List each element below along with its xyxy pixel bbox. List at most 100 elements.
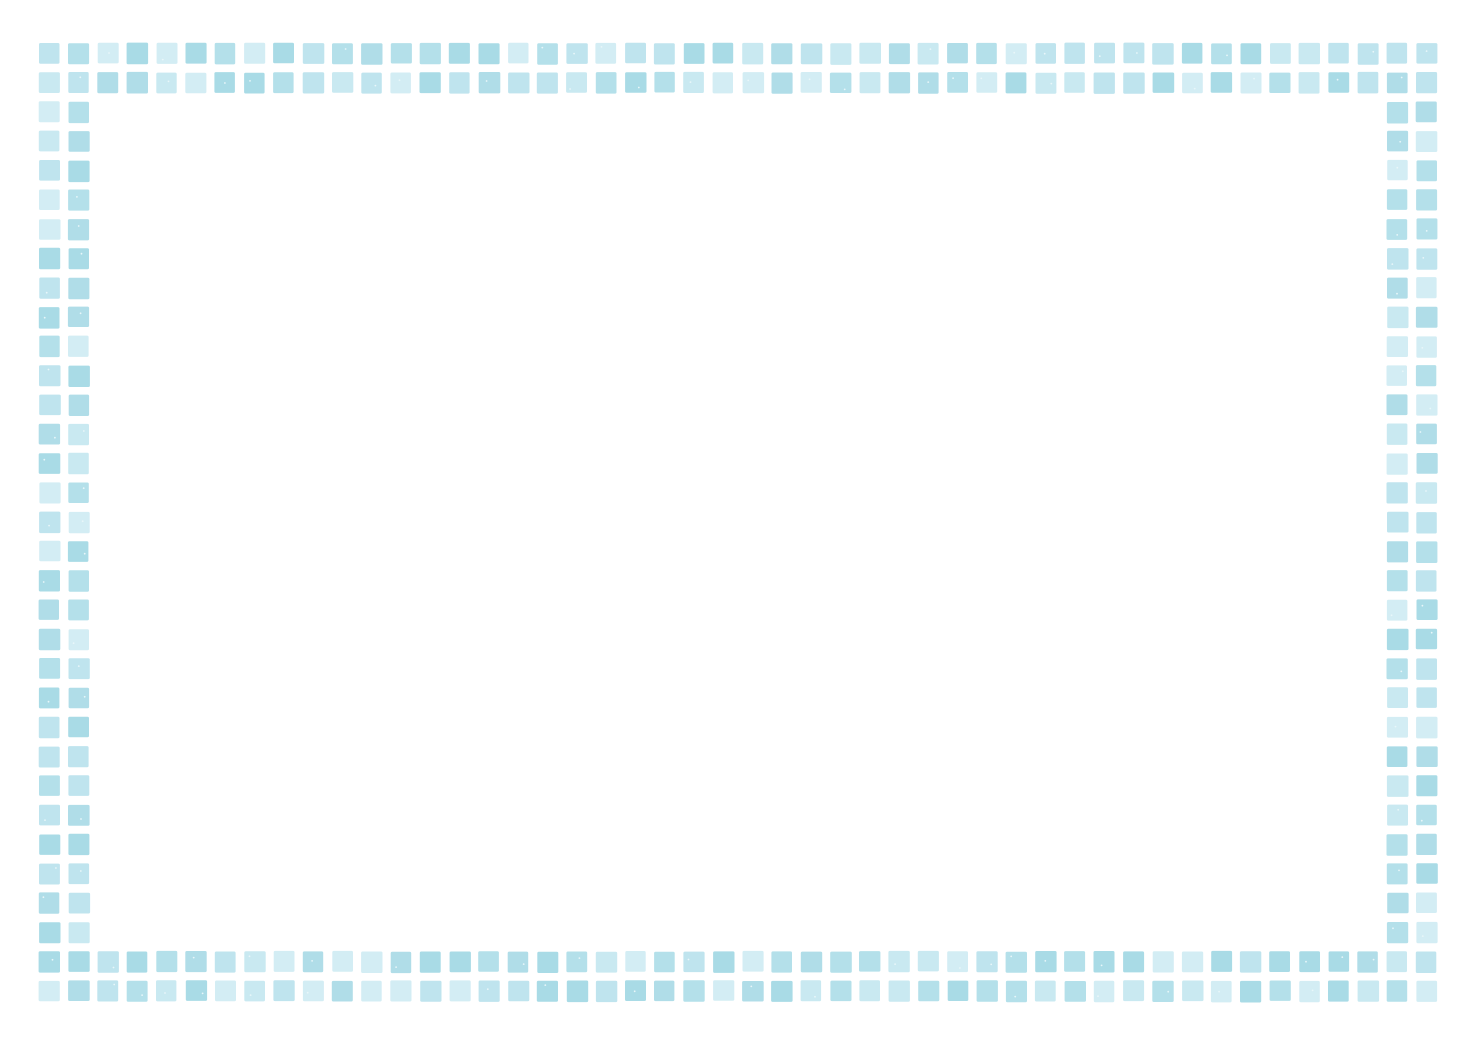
border-tile [38,980,60,1002]
border-tile [68,570,89,592]
tile-speckle [1336,78,1339,81]
border-tile [1299,951,1320,973]
border-tile [449,951,471,973]
tile-speckle [1396,166,1399,169]
border-tile [712,42,734,64]
border-tile [419,951,441,973]
border-tile [68,482,89,503]
border-tile [859,951,881,972]
border-tile [508,980,530,1002]
border-tile [215,980,236,1002]
border-tile [683,980,705,1002]
tile-speckle [42,896,45,899]
border-tile [1416,833,1437,855]
border-tile [1357,980,1380,1002]
tile-speckle [164,992,166,994]
tile-speckle [192,956,195,959]
border-tile [1240,72,1262,94]
tile-speckle [1390,614,1393,617]
border-tile [39,804,60,826]
border-tile [1035,43,1056,64]
tile-speckle [1392,927,1394,930]
border-tile [1240,980,1262,1003]
tile-speckle [76,196,78,198]
tile-speckle [1401,370,1404,373]
border-tile [68,716,89,738]
border-tile [1269,951,1290,972]
border-tile [1386,716,1408,738]
border-tile [448,42,470,64]
border-tile [39,863,60,885]
border-tile [1357,43,1379,65]
border-tile [302,43,325,64]
tile-speckle [77,225,80,227]
tile-speckle [633,990,636,993]
border-tile [68,394,90,416]
tile-speckle [1421,347,1424,349]
border-tile [361,951,383,973]
border-tile [39,247,61,270]
tile-speckle [47,700,50,703]
tile-speckle [1421,604,1424,607]
border-tile [800,72,822,93]
tile-speckle [600,46,603,48]
border-tile [976,980,998,1002]
tile-speckle [72,642,75,645]
tile-speckle [44,819,46,821]
border-tile [683,951,705,973]
border-tile [273,72,294,94]
border-tile [947,72,968,93]
tile-speckle [1400,670,1403,673]
border-tile [1386,423,1408,445]
border-tile [1415,365,1437,387]
border-tile [1386,628,1409,651]
border-tile [1298,72,1320,94]
border-tile [653,43,675,65]
border-tile [742,950,764,972]
border-tile [742,981,764,1002]
tile-speckle [687,958,690,961]
tile-speckle [952,77,954,80]
border-tile [1416,423,1437,445]
border-tile [39,540,61,562]
tile-speckle [1043,52,1046,55]
tile-speckle [808,78,811,81]
border-tile [1416,541,1438,563]
border-tile [1387,511,1409,533]
border-tile [1386,599,1408,621]
border-tile [1415,951,1437,973]
border-tile [390,951,412,974]
border-tile [917,42,939,65]
tile-speckle [1391,263,1394,265]
border-tile [625,72,647,93]
tile-speckle [1372,50,1375,53]
border-tile [1386,482,1408,504]
border-tile [1123,980,1145,1002]
border-tile [830,980,852,1002]
border-tile [917,950,939,972]
border-tile [976,72,998,93]
border-tile [38,628,61,651]
tile-speckle [1098,55,1101,58]
border-tile [244,42,266,64]
border-tile [1211,43,1232,65]
border-tile [1386,922,1409,944]
border-tile [478,43,500,65]
border-tile [302,951,324,973]
border-tile [1416,512,1437,534]
border-tile [1386,365,1407,386]
border-tile [566,980,589,1003]
tile-speckle [894,963,896,965]
tile-speckle [201,992,204,995]
border-tile [537,951,559,973]
border-tile [449,980,471,1002]
border-tile [419,42,441,65]
border-tile [683,43,705,64]
border-tile [38,716,60,739]
tile-speckle [1050,82,1053,85]
border-tile [1416,892,1437,913]
border-tile [683,71,704,93]
tile-speckle [83,695,86,698]
border-tile [67,541,89,562]
border-tile [38,72,60,93]
